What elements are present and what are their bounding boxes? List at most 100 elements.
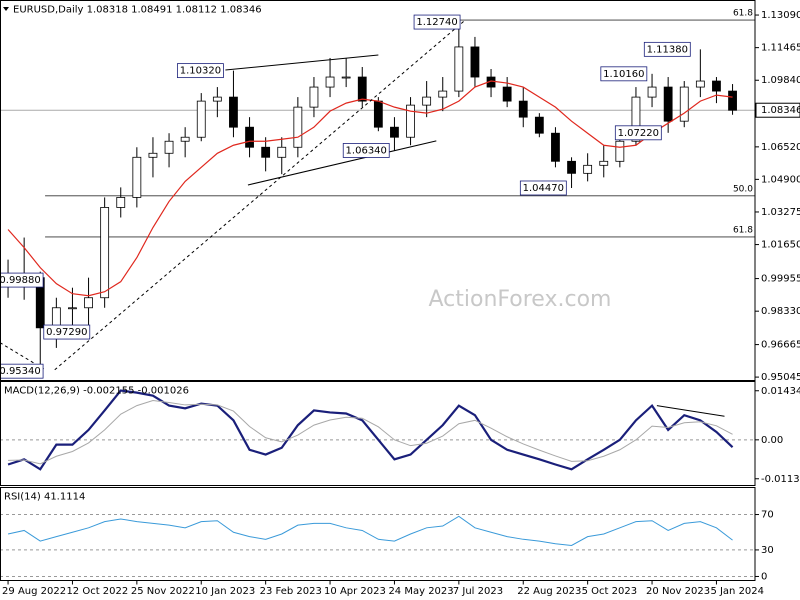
y-tick-label: 1.04900 <box>761 174 800 185</box>
candle-body <box>663 86 673 122</box>
candle-body <box>422 96 432 106</box>
annotation-box <box>614 125 662 141</box>
candle-body <box>647 86 657 98</box>
x-tick-label: 24 May 2023 <box>388 586 453 597</box>
annotation-label: 1.07220 <box>618 128 659 139</box>
panel: 61.8 50.0 61.8 1.12740 1.10320 1.06340 1.04470… <box>0 9 755 379</box>
candle-body <box>164 140 174 154</box>
candle-body <box>534 116 544 134</box>
annotation-box <box>519 180 567 196</box>
candle-body <box>148 152 158 158</box>
candle-body <box>631 96 641 142</box>
annotation-label: 0.97290 <box>46 327 87 338</box>
trendline <box>247 140 437 186</box>
annotation-box <box>643 41 691 57</box>
candle-body <box>84 297 93 309</box>
y-tick-label: 0 <box>761 571 767 582</box>
candle-body <box>551 132 560 162</box>
panel-frame <box>0 487 756 581</box>
x-tick-label: 5 Oct 2023 <box>582 586 637 597</box>
trendline <box>656 405 725 417</box>
panel <box>0 389 755 471</box>
annotation-box <box>0 363 44 379</box>
level-label: 61.8 <box>733 9 753 19</box>
candle-body <box>406 104 415 138</box>
panel-frame <box>0 381 756 486</box>
candle-body <box>116 197 126 208</box>
candle-body <box>68 307 77 310</box>
candle-body <box>728 90 737 111</box>
candle-body <box>357 76 367 102</box>
annotation-box <box>600 66 648 82</box>
annotation-label: 1.11380 <box>647 44 688 55</box>
candle-body <box>599 160 609 166</box>
panel-title: EURUSD,Daily 1.08318 1.08491 1.08112 1.0… <box>13 5 262 16</box>
annotation-box <box>413 14 461 30</box>
trendline <box>54 19 466 371</box>
series-line <box>7 515 733 547</box>
y-tick-label: 1.11465 <box>761 43 800 54</box>
x-tick-label: 22 Aug 2023 <box>517 586 581 597</box>
y-tick-label: 30 <box>761 545 774 556</box>
level-label: 50.0 <box>733 184 753 194</box>
annotation-label: 0.99880 <box>0 275 41 286</box>
last-price-box <box>755 102 800 118</box>
candle-body <box>325 76 335 88</box>
series-line <box>7 389 734 471</box>
y-tick-label: 0.95045 <box>761 372 800 383</box>
candle-body <box>245 126 254 148</box>
annotation-label: 1.10320 <box>180 66 221 77</box>
level-label: 61.8 <box>733 225 753 235</box>
x-tick-label: 29 Aug 2022 <box>2 586 66 597</box>
candle-body <box>583 164 593 174</box>
y-tick-label: 0.96665 <box>761 340 800 351</box>
x-tick-label: 5 Jan 2024 <box>710 586 764 597</box>
y-tick-label: 1.06520 <box>761 142 800 153</box>
x-tick-label: 20 Nov 2023 <box>646 586 710 597</box>
candle-body <box>567 160 576 174</box>
candle-body <box>390 126 399 138</box>
y-tick-label: 0.00 <box>761 435 783 446</box>
candle-body <box>712 80 721 92</box>
y-tick-label: 1.03275 <box>761 207 800 218</box>
moving-average <box>7 80 733 297</box>
candle-body <box>180 136 190 142</box>
x-tick-label: 25 Nov 2022 <box>131 586 195 597</box>
annotation-box <box>43 324 91 340</box>
candle-body <box>132 156 142 198</box>
y-tick-label: 1.13090 <box>761 10 800 21</box>
last-price-label: 1.08346 <box>761 105 800 116</box>
y-tick-label: 0.98330 <box>761 306 800 317</box>
x-tick-label: 23 Feb 2023 <box>260 586 322 597</box>
annotation-label: 1.06340 <box>346 145 387 156</box>
title-marker <box>3 7 9 11</box>
annotation-box <box>176 63 224 79</box>
annotation-box <box>342 143 390 158</box>
y-tick-label: 70 <box>761 510 774 521</box>
candle-body <box>277 146 287 158</box>
annotation-label: 1.10160 <box>603 69 644 80</box>
candle-body <box>309 86 319 108</box>
candle-body <box>470 46 480 78</box>
candle-body <box>502 86 512 102</box>
candle-body <box>100 207 110 299</box>
y-tick-label: 0.99955 <box>761 274 800 285</box>
annotation-label: 0.95340 <box>0 366 41 377</box>
x-tick-label: 10 Jan 2023 <box>195 586 255 597</box>
candle-body <box>615 140 625 162</box>
annotation-label: 1.04470 <box>523 183 564 194</box>
panel-title: RSI(14) 41.1114 <box>4 492 85 503</box>
y-tick-label: 1.01650 <box>761 240 800 251</box>
candle-body <box>679 86 689 122</box>
x-tick-label: 12 Oct 2022 <box>66 586 128 597</box>
y-tick-label: 0.014342 <box>761 386 800 397</box>
y-tick-label: 1.09840 <box>761 75 800 86</box>
panel <box>0 514 755 577</box>
watermark: ActionForex.com <box>429 287 612 312</box>
series-line <box>8 399 733 465</box>
candle-body <box>212 96 222 102</box>
trendline <box>225 54 379 71</box>
candle-body <box>341 76 351 79</box>
candle-body <box>196 100 206 138</box>
